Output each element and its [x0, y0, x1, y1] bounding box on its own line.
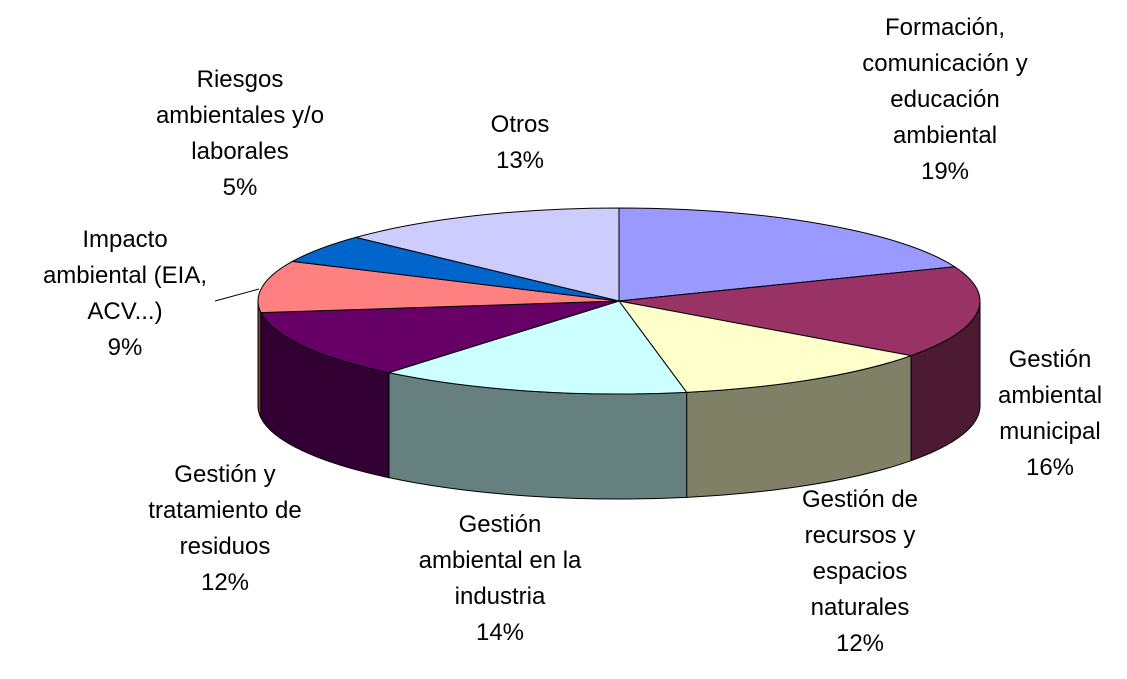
- category-label: Otros: [490, 111, 550, 138]
- slice-label: Gestión y tratamiento de residuos 12%: [138, 457, 313, 601]
- slice-label: Impacto ambiental (EIA, ACV...) 9%: [38, 222, 213, 366]
- value-label: 9%: [107, 334, 143, 361]
- pie-side: [257, 300, 262, 418]
- slice-label: Gestión de recursos y espacios naturales…: [785, 482, 935, 662]
- pie-slice: [618, 207, 957, 302]
- value-label: 16%: [1025, 454, 1075, 481]
- category-label: Riesgos ambientales y/o laborales: [155, 66, 325, 165]
- pie-slice: [260, 300, 620, 374]
- pie-slice: [617, 300, 913, 393]
- pie-slice: [355, 207, 620, 302]
- category-label: Gestión ambiental municipal: [997, 346, 1103, 445]
- slice-label: Riesgos ambientales y/o laborales 5%: [150, 62, 330, 206]
- category-label: Impacto ambiental (EIA, ACV...): [42, 226, 208, 325]
- category-label: Gestión de recursos y espacios naturales: [801, 486, 919, 621]
- value-label: 19%: [920, 158, 970, 185]
- slice-label: Gestión ambiental municipal 16%: [985, 342, 1115, 486]
- slice-label: Formación, comunicación y educación ambi…: [845, 10, 1045, 190]
- pie-slice: [257, 260, 620, 314]
- value-label: 12%: [835, 630, 885, 657]
- slice-label: Gestión ambiental en la industria 14%: [413, 507, 588, 651]
- leader-line: [214, 288, 260, 302]
- pie-slice: [386, 300, 688, 395]
- category-label: Formación, comunicación y educación ambi…: [862, 14, 1028, 149]
- category-label: Gestión y tratamiento de residuos: [148, 461, 302, 560]
- value-label: 5%: [222, 174, 258, 201]
- value-label: 12%: [200, 569, 250, 596]
- category-label: Gestión ambiental en la industria: [418, 511, 582, 610]
- value-label: 14%: [475, 619, 525, 646]
- value-label: 13%: [495, 147, 545, 174]
- pie-slice: [618, 266, 981, 357]
- slice-label: Otros 13%: [460, 107, 580, 179]
